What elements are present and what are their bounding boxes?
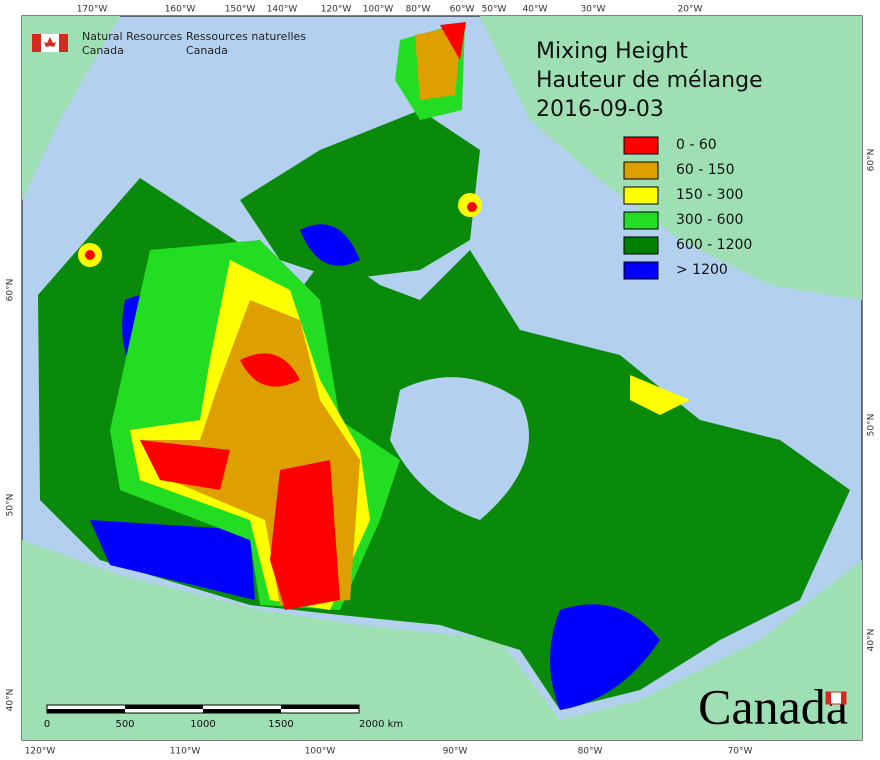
logo bbox=[32, 34, 68, 52]
legend-swatch bbox=[623, 136, 659, 155]
zone-blue bbox=[550, 604, 660, 710]
longitude-label: 80°W bbox=[406, 5, 431, 15]
land-usa bbox=[22, 540, 862, 740]
zone-red bbox=[140, 440, 230, 490]
legend-label: 0 - 60 bbox=[676, 137, 717, 153]
legend-swatch bbox=[623, 161, 659, 180]
longitude-label: 140°W bbox=[267, 5, 298, 15]
scale-bar-segment bbox=[125, 705, 203, 709]
latitude-label: 60°N bbox=[6, 279, 16, 302]
land-alaska bbox=[22, 16, 120, 200]
longitude-label: 120°W bbox=[25, 747, 56, 757]
longitude-label: 120°W bbox=[321, 5, 352, 15]
latitude-label: 50°N bbox=[867, 414, 877, 437]
legend-label: 150 - 300 bbox=[676, 187, 743, 203]
scale-bar-segment bbox=[281, 705, 359, 709]
latitude-label: 50°N bbox=[6, 494, 16, 517]
wordmark-flag-bar bbox=[826, 692, 831, 704]
longitude-label: 100°W bbox=[305, 747, 336, 757]
legend-swatch bbox=[623, 236, 659, 255]
longitude-label: 80°W bbox=[578, 747, 603, 757]
map-title: Mixing Height bbox=[536, 39, 688, 64]
zone-red bbox=[85, 250, 95, 260]
scale-label: 2000 km bbox=[359, 719, 403, 730]
longitude-label: 160°W bbox=[165, 5, 196, 15]
hudson-bay bbox=[390, 377, 529, 520]
latitude-label: 60°N bbox=[867, 149, 877, 172]
legend-label: 60 - 150 bbox=[676, 162, 735, 178]
zone-blue bbox=[90, 520, 255, 600]
flag-bar bbox=[59, 34, 68, 52]
longitude-label: 70°W bbox=[728, 747, 753, 757]
zone-red bbox=[467, 202, 477, 212]
longitude-label: 100°W bbox=[363, 5, 394, 15]
org-en: Natural Resources bbox=[82, 30, 183, 43]
latitude-label: 40°N bbox=[6, 689, 16, 712]
wordmark-flag-bar bbox=[841, 692, 846, 704]
scale-label: 1500 bbox=[268, 719, 293, 730]
scale-label: 0 bbox=[44, 719, 50, 730]
longitude-label: 170°W bbox=[77, 5, 108, 15]
org-en: Canada bbox=[82, 44, 124, 57]
flag-bar bbox=[32, 34, 41, 52]
zone-red bbox=[270, 460, 340, 610]
wordmark: Canada bbox=[698, 678, 848, 734]
latitude-label: 40°N bbox=[867, 629, 877, 652]
zone-red bbox=[440, 22, 466, 60]
zone-yellow bbox=[630, 375, 690, 415]
map-title: Hauteur de mélange bbox=[536, 68, 763, 93]
legend-label: 300 - 600 bbox=[676, 212, 743, 228]
longitude-label: 40°W bbox=[523, 5, 548, 15]
map-frame bbox=[21, 15, 863, 741]
org-fr: Canada bbox=[186, 44, 228, 57]
legend-label: > 1200 bbox=[676, 262, 728, 278]
longitude-label: 50°W bbox=[482, 5, 507, 15]
longitude-label: 90°W bbox=[443, 747, 468, 757]
scale-label: 1000 bbox=[190, 719, 215, 730]
legend-swatch bbox=[623, 186, 659, 205]
legend-label: 600 - 1200 bbox=[676, 237, 752, 253]
zone-red bbox=[240, 353, 300, 387]
arctic-islands bbox=[240, 110, 480, 280]
scale-label: 500 bbox=[115, 719, 134, 730]
longitude-label: 110°W bbox=[170, 747, 201, 757]
longitude-label: 30°W bbox=[581, 5, 606, 15]
longitude-label: 60°W bbox=[450, 5, 475, 15]
zone-orange bbox=[415, 25, 462, 100]
org-fr: Ressources naturelles bbox=[186, 30, 306, 43]
longitude-label: 20°W bbox=[678, 5, 703, 15]
maple-leaf bbox=[44, 37, 56, 47]
legend-swatch bbox=[623, 261, 659, 280]
scale-bar bbox=[46, 704, 360, 714]
map-date: 2016-09-03 bbox=[536, 97, 664, 122]
zone-blue bbox=[300, 224, 360, 266]
longitude-label: 150°W bbox=[225, 5, 256, 15]
land-greenland bbox=[480, 16, 862, 300]
scale-bar-segment bbox=[203, 709, 281, 713]
legend-swatch bbox=[623, 211, 659, 230]
scale-bar-segment bbox=[47, 709, 125, 713]
